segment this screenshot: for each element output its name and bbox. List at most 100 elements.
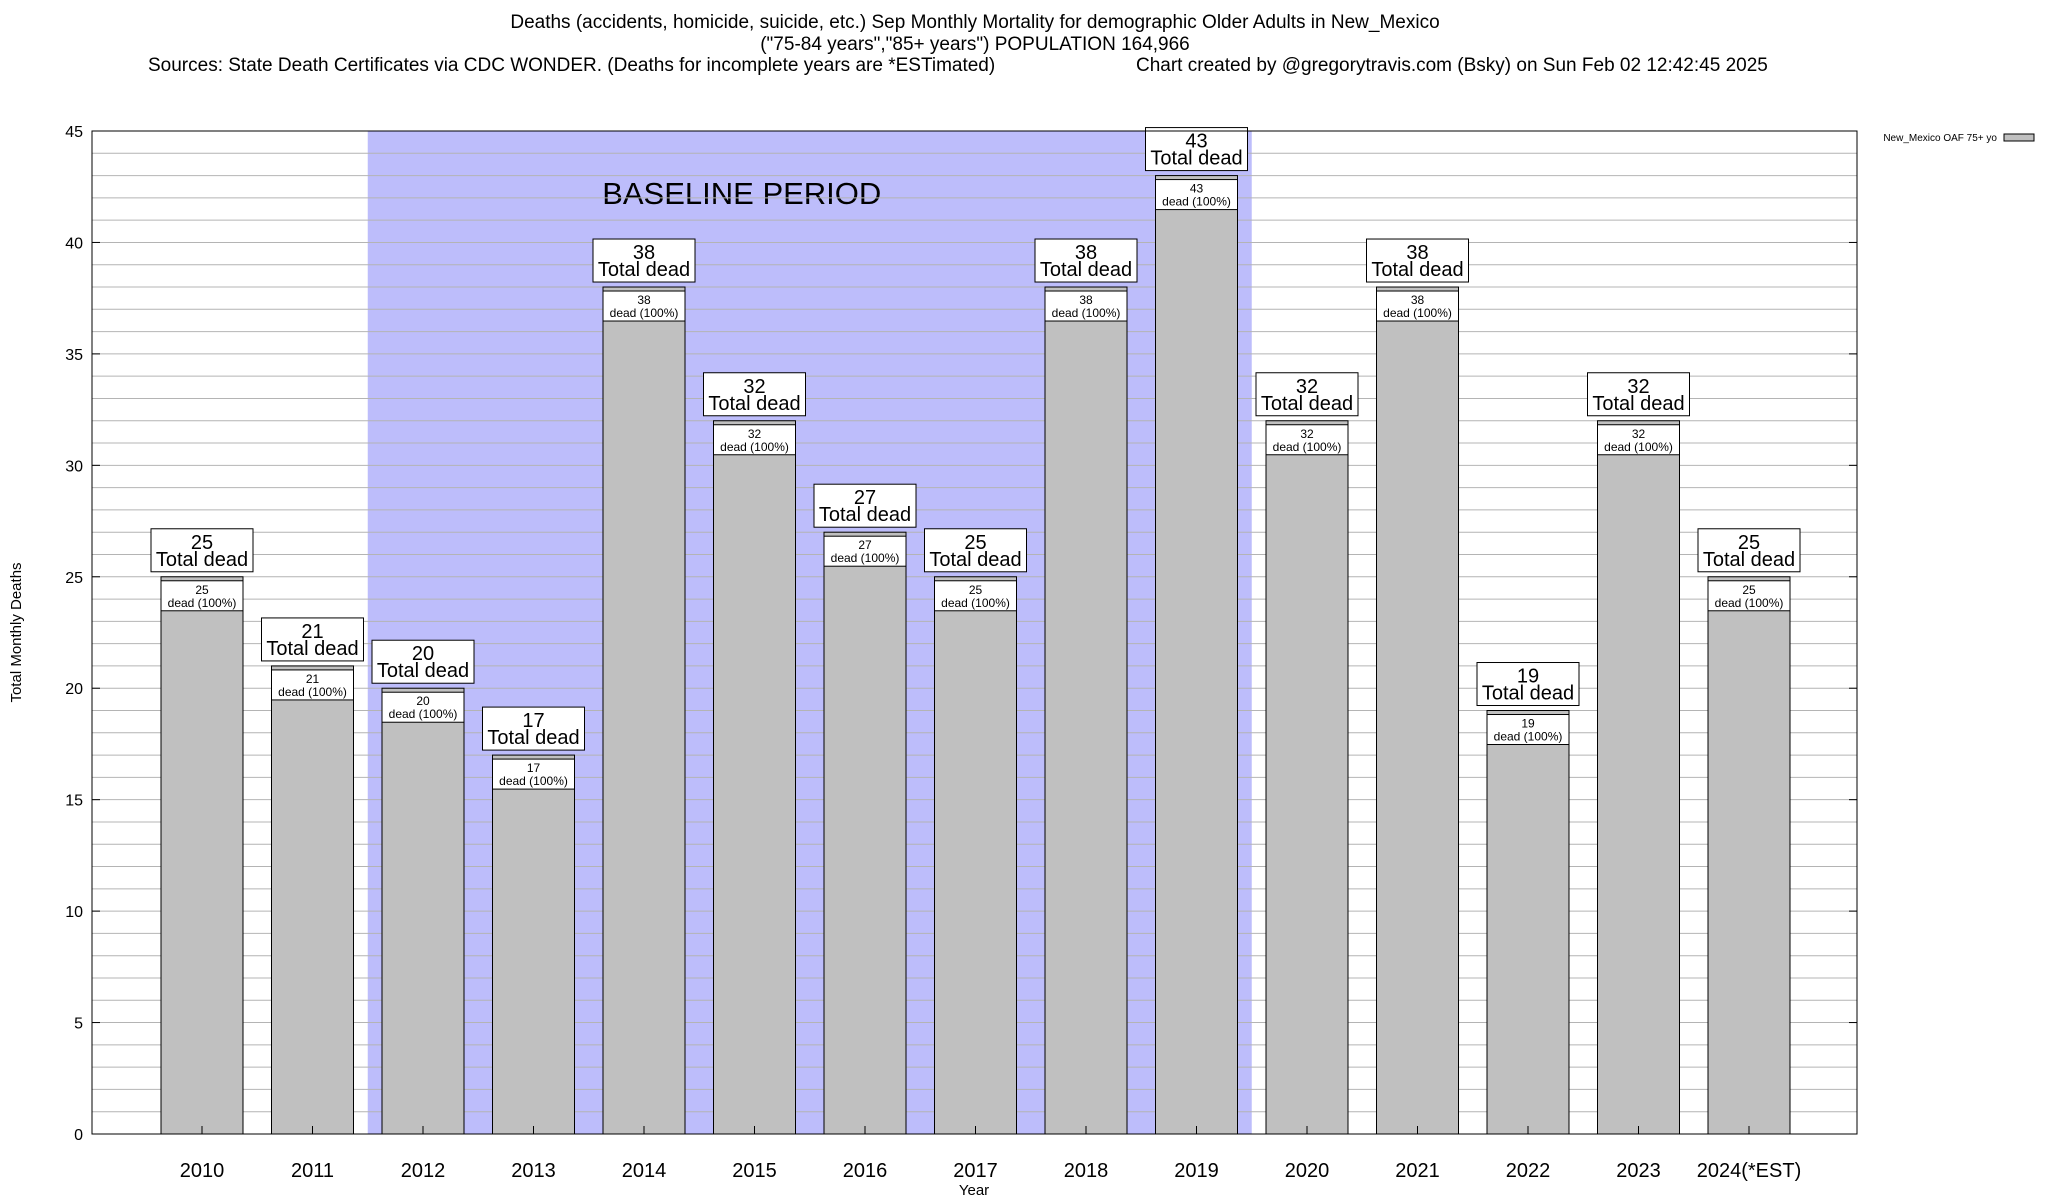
- y-tick-label: 40: [65, 235, 83, 252]
- bar: [1155, 175, 1238, 1135]
- bar-total-label-text: Total dead: [819, 504, 911, 526]
- bar-total-label-text: Total dead: [708, 393, 800, 415]
- bar-total-label-box: [703, 372, 806, 417]
- bar-inner-label-value: 27: [858, 538, 872, 552]
- bar-inner-label-value: 32: [1300, 427, 1314, 441]
- bar: [1265, 420, 1349, 1135]
- bar-inner-label-text: dead (100%): [1383, 306, 1452, 320]
- bar: [823, 531, 907, 1135]
- bar-inner-label-box: [160, 580, 244, 612]
- bar-total-label-box: [1366, 238, 1469, 283]
- bar-inner-label-box: [823, 535, 907, 567]
- plot-frame: [91, 130, 1858, 1135]
- bar-inner-label-box: [1707, 580, 1791, 612]
- y-tick-label: 35: [65, 347, 83, 364]
- bar-inner-label-box: [1155, 179, 1238, 211]
- bar-inner-label-text: dead (100%): [499, 774, 568, 788]
- y-tick-label: 10: [65, 904, 83, 921]
- y-axis-label: Total Monthly Deaths: [8, 562, 25, 702]
- bar-total-label-text: Total dead: [266, 638, 358, 660]
- bar-inner-label-box: [1597, 424, 1680, 456]
- bar: [160, 576, 244, 1135]
- bar-total-label-box: [1697, 528, 1801, 573]
- bar-inner-label-text: dead (100%): [1052, 306, 1121, 320]
- bar: [713, 420, 796, 1135]
- bar-inner-label-text: dead (100%): [1604, 440, 1673, 454]
- bar-total-label-value: 43: [1185, 131, 1207, 153]
- bar-inner-label-value: 25: [969, 583, 983, 597]
- bar-inner-label-value: 20: [416, 694, 430, 708]
- bar-inner-label-box: [492, 758, 575, 790]
- bar-total-label-value: 25: [964, 532, 986, 554]
- bar-total-label-box: [1034, 238, 1138, 283]
- bar-inner-label-text: dead (100%): [168, 596, 237, 610]
- x-axis-label: Year: [959, 1182, 989, 1199]
- x-tick-label: 2014: [622, 1160, 667, 1182]
- bar: [1707, 576, 1791, 1135]
- y-tick-label: 25: [65, 570, 83, 587]
- bar-total-label-box: [1476, 662, 1580, 707]
- bar-inner-label-value: 19: [1521, 717, 1535, 731]
- bar-total-label-value: 38: [1075, 242, 1097, 264]
- bar-total-label-box: [482, 706, 585, 751]
- bar-inner-label-box: [1486, 714, 1570, 746]
- bar-inner-label-value: 17: [527, 761, 541, 775]
- baseline-period-label: BASELINE PERIOD: [602, 176, 881, 211]
- bar-inner-label-box: [1265, 424, 1349, 456]
- bar-inner-label-text: dead (100%): [720, 440, 789, 454]
- bar-inner-label-text: dead (100%): [389, 707, 458, 721]
- x-tick-label: 2015: [732, 1160, 777, 1182]
- bar-total-label-text: Total dead: [156, 549, 248, 571]
- bar-total-label-box: [1145, 127, 1248, 172]
- bar-total-label-box: [1255, 372, 1359, 417]
- bar-total-label-box: [371, 639, 475, 684]
- bar-inner-label-value: 38: [1411, 293, 1425, 307]
- y-tick-label: 15: [65, 793, 83, 810]
- legend-label: New_Mexico OAF 75+ yo: [1883, 133, 1997, 144]
- bar-total-label-text: Total dead: [1371, 259, 1463, 281]
- bar-total-label-value: 27: [854, 487, 876, 509]
- bar-total-label-text: Total dead: [487, 727, 579, 749]
- chart-sources-text: Sources: State Death Certificates via CD…: [148, 55, 996, 76]
- x-tick-label: 2019: [1174, 1160, 1219, 1182]
- bar-inner-label-text: dead (100%): [1715, 596, 1784, 610]
- bar-total-label-text: Total dead: [377, 660, 469, 682]
- bar-inner-label-box: [381, 691, 465, 723]
- bar-inner-label-text: dead (100%): [1162, 195, 1231, 209]
- bar-total-label-value: 20: [412, 643, 434, 665]
- bar-total-label-box: [150, 528, 254, 573]
- bar-total-label-text: Total dead: [598, 259, 690, 281]
- bar: [1486, 710, 1570, 1135]
- bar-inner-label-text: dead (100%): [278, 685, 347, 699]
- bar-total-label-text: Total dead: [1040, 259, 1132, 281]
- x-tick-label: 2010: [180, 1160, 225, 1182]
- bar: [1376, 286, 1459, 1135]
- bar-total-label-value: 19: [1517, 666, 1539, 688]
- bar-total-label-box: [1587, 372, 1690, 417]
- bar-total-label-text: Total dead: [929, 549, 1021, 571]
- bar-inner-label-value: 38: [1079, 293, 1093, 307]
- bar-total-label-text: Total dead: [1482, 683, 1574, 705]
- chart-credit-text: Chart created by @gregorytravis.com (Bsk…: [1136, 55, 1768, 76]
- bar-total-label-value: 32: [1296, 376, 1318, 398]
- x-tick-label: 2017: [953, 1160, 998, 1182]
- chart-title-line-1: Deaths (accidents, homicide, suicide, et…: [510, 12, 1440, 33]
- bar-inner-label-box: [713, 424, 796, 456]
- bar-inner-label-value: 38: [637, 293, 651, 307]
- bar-total-label-box: [813, 483, 917, 528]
- bar-inner-label-value: 32: [1632, 427, 1646, 441]
- y-tick-label: 45: [65, 124, 83, 141]
- bar-inner-label-value: 32: [748, 427, 762, 441]
- bar: [1044, 286, 1128, 1135]
- bar-inner-label-text: dead (100%): [1494, 730, 1563, 744]
- bar: [934, 576, 1017, 1135]
- bar-total-label-value: 32: [743, 376, 765, 398]
- bar-total-label-text: Total dead: [1150, 148, 1242, 170]
- bar-total-label-value: 21: [301, 621, 323, 643]
- bar-inner-label-value: 25: [1742, 583, 1756, 597]
- bar-inner-label-box: [934, 580, 1017, 612]
- bar-inner-label-value: 21: [306, 672, 320, 686]
- bar-inner-label-box: [1044, 290, 1128, 322]
- y-tick-label: 0: [74, 1127, 83, 1144]
